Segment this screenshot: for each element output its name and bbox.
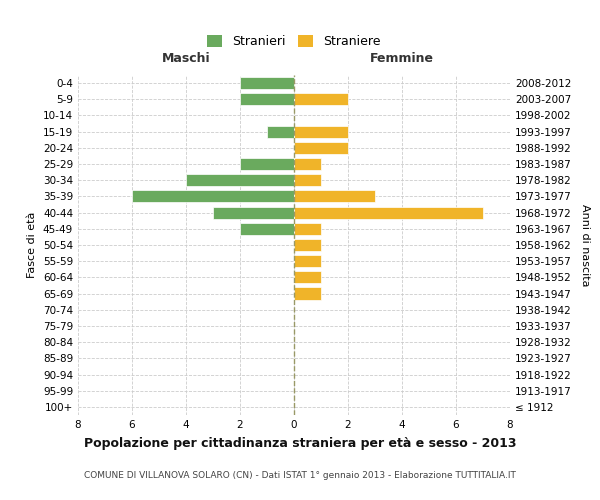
Bar xyxy=(240,158,294,170)
Bar xyxy=(294,142,348,154)
Bar xyxy=(240,93,294,106)
Bar xyxy=(186,174,294,186)
Bar xyxy=(294,255,321,268)
Text: Popolazione per cittadinanza straniera per età e sesso - 2013: Popolazione per cittadinanza straniera p… xyxy=(84,437,516,450)
Bar xyxy=(294,126,348,138)
Y-axis label: Anni di nascita: Anni di nascita xyxy=(580,204,590,286)
Bar xyxy=(294,272,321,283)
Bar xyxy=(294,158,321,170)
Text: Femmine: Femmine xyxy=(370,52,434,65)
Legend: Stranieri, Straniere: Stranieri, Straniere xyxy=(202,30,386,53)
Bar xyxy=(294,174,321,186)
Bar xyxy=(294,288,321,300)
Text: Maschi: Maschi xyxy=(161,52,211,65)
Bar xyxy=(213,206,294,218)
Bar xyxy=(294,206,483,218)
Bar xyxy=(240,77,294,89)
Bar xyxy=(294,93,348,106)
Bar xyxy=(294,239,321,251)
Bar xyxy=(132,190,294,202)
Text: COMUNE DI VILLANOVA SOLARO (CN) - Dati ISTAT 1° gennaio 2013 - Elaborazione TUTT: COMUNE DI VILLANOVA SOLARO (CN) - Dati I… xyxy=(84,471,516,480)
Bar xyxy=(294,190,375,202)
Bar xyxy=(240,222,294,235)
Bar xyxy=(267,126,294,138)
Y-axis label: Fasce di età: Fasce di età xyxy=(28,212,37,278)
Bar xyxy=(294,222,321,235)
